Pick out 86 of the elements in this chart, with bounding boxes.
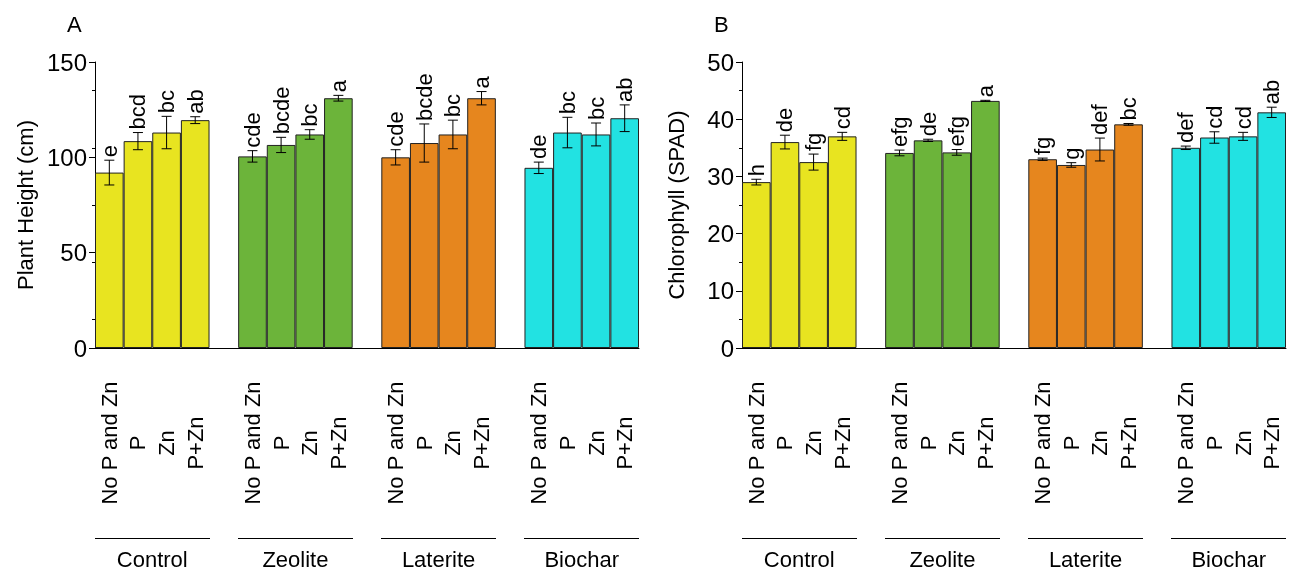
data-label: bcde — [411, 73, 437, 121]
x-tick-label: No P and Zn — [96, 381, 122, 505]
text: Biochar — [524, 538, 639, 573]
x-tick-label: Zn — [1087, 430, 1113, 456]
data-label: g — [1058, 147, 1084, 160]
y-tick-label: 50 — [707, 48, 734, 76]
data-label: cde — [239, 112, 265, 148]
data-label: de — [772, 107, 798, 133]
y-tick-label: 100 — [46, 143, 87, 171]
x-tick-label: P+Zn — [469, 416, 495, 470]
y-tick-label: 20 — [707, 220, 734, 248]
data-label: de — [526, 134, 552, 160]
x-tick-label: P — [1201, 435, 1227, 451]
x-tick-label: P+Zn — [972, 416, 998, 470]
chart-title: A — [67, 11, 82, 37]
x-tick-label: P+Zn — [325, 416, 351, 470]
x-tick-label: No P and Zn — [886, 381, 912, 505]
x-tick-label: P — [915, 435, 941, 451]
y-axis-title: Plant Height (cm) — [12, 120, 38, 290]
x-tick-label: No P and Zn — [743, 381, 769, 505]
y-tick-label: 30 — [707, 162, 734, 190]
y-tick-label: 0 — [73, 334, 87, 362]
data-label: ab — [1259, 79, 1285, 105]
x-tick-label: P+Zn — [1259, 416, 1285, 470]
data-label: ab — [182, 89, 208, 114]
data-label: a — [469, 75, 495, 89]
text: Laterite — [1028, 538, 1143, 573]
text: Zeolite — [238, 538, 353, 573]
data-label: e — [96, 144, 122, 158]
data-label: cd — [1230, 106, 1256, 130]
x-tick-label: No P and Zn — [526, 381, 552, 505]
data-label: bc — [154, 90, 180, 114]
x-tick-label: P — [411, 435, 437, 451]
x-tick-label: Zn — [297, 430, 323, 456]
text: Control — [742, 538, 857, 573]
x-tick-label: P — [772, 435, 798, 451]
data-label: a — [325, 79, 351, 93]
data-label: bc — [583, 96, 609, 121]
x-tick-label: No P and Zn — [1030, 381, 1056, 505]
text: Control — [95, 538, 210, 573]
y-tick-label: 40 — [707, 105, 734, 133]
x-tick-label: Zn — [801, 430, 827, 456]
x-tick-label: P+Zn — [182, 416, 208, 470]
data-label: fg — [1030, 136, 1056, 156]
text: Biochar — [1171, 538, 1286, 573]
x-tick-label: Zn — [583, 430, 609, 456]
chart-title: B — [714, 11, 729, 37]
x-tick-label: P — [125, 435, 151, 451]
y-tick-label: 150 — [46, 48, 87, 76]
x-tick-label: Zn — [440, 430, 466, 456]
y-tick-label: 0 — [720, 334, 734, 362]
x-tick-label: Zn — [944, 430, 970, 456]
x-tick-label: No P and Zn — [383, 381, 409, 505]
data-label: fg — [801, 132, 827, 152]
data-label: a — [972, 84, 998, 98]
data-label: de — [915, 111, 941, 137]
text: Laterite — [381, 538, 496, 573]
x-tick-label: P+Zn — [612, 416, 638, 470]
y-tick-label: 50 — [60, 239, 87, 267]
x-tick-label: P — [1058, 435, 1084, 451]
data-label: bc — [440, 93, 466, 118]
data-label: efg — [944, 115, 970, 147]
x-tick-label: P — [268, 435, 294, 451]
data-label: bcde — [268, 86, 294, 135]
data-label: cd — [829, 106, 855, 130]
x-tick-label: P+Zn — [1116, 416, 1142, 470]
x-tick-label: No P and Zn — [1173, 381, 1199, 505]
data-label: bcd — [125, 94, 151, 130]
data-label: def — [1173, 111, 1199, 144]
text: Zeolite — [885, 538, 1000, 573]
data-label: def — [1087, 103, 1113, 136]
data-label: cde — [383, 111, 409, 147]
y-axis-title: Chlorophyll (SPAD) — [663, 110, 689, 300]
data-label: bc — [1116, 97, 1142, 121]
x-tick-label: Zn — [1230, 430, 1256, 456]
data-label: bc — [554, 91, 580, 115]
x-tick-label: No P and Zn — [239, 381, 265, 505]
x-tick-label: P+Zn — [829, 416, 855, 470]
data-label: ab — [612, 77, 638, 102]
x-tick-label: P — [554, 435, 580, 451]
y-tick-label: 10 — [707, 277, 734, 305]
data-label: h — [743, 164, 769, 177]
data-label: cd — [1201, 105, 1227, 129]
data-label: bc — [297, 103, 323, 127]
x-tick-label: Zn — [154, 430, 180, 456]
data-label: efg — [886, 116, 912, 148]
